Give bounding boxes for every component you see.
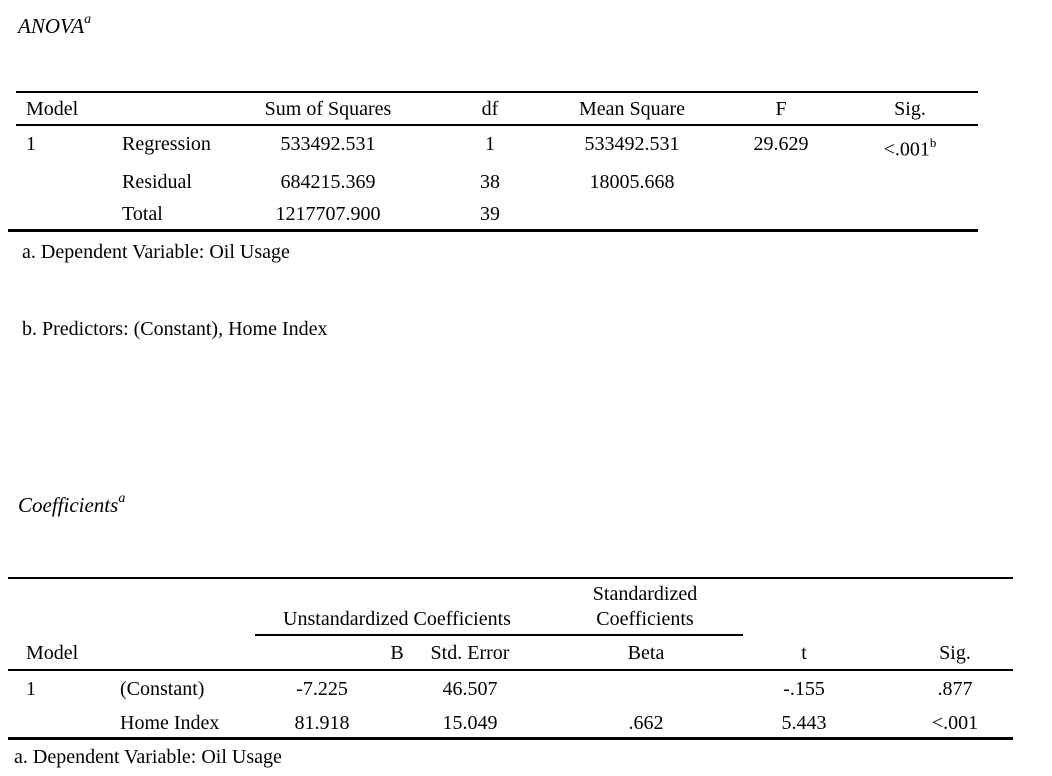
coefficients-group-standardized-line1: Standardized: [592, 583, 698, 605]
coefficients-model-number: 1: [26, 678, 36, 700]
coefficients-header-sig: Sig.: [939, 642, 971, 664]
coefficients-std-error-value: 46.507: [442, 678, 498, 700]
coefficients-header-model: Model: [26, 642, 79, 664]
coefficients-header-b: B: [390, 642, 404, 664]
anova-title: ANOVAa: [18, 12, 92, 39]
coefficients-footnote-a: a. Dependent Variable: Oil Usage: [14, 746, 282, 768]
anova-header-df: df: [481, 98, 499, 120]
anova-sum-of-squares-value: 684215.369: [280, 171, 376, 193]
anova-row-total: Total 1217707.900 39: [0, 201, 1052, 227]
anova-title-superscript: a: [84, 12, 92, 27]
coefficients-group-standardized-line2: Coefficients: [596, 608, 694, 630]
coefficients-group-header-row-2: Unstandardized Coefficients Coefficients: [0, 606, 1052, 632]
anova-title-text: ANOVA: [18, 14, 85, 38]
coefficients-header-separator: [8, 669, 1013, 671]
coefficients-group-unstandardized: Unstandardized Coefficients: [283, 608, 511, 630]
coefficients-header-beta: Beta: [627, 642, 665, 664]
anova-header-f: F: [775, 98, 787, 120]
anova-header-separator: [16, 124, 978, 126]
coefficients-table-top-border: [8, 577, 1013, 579]
anova-footnote-a: a. Dependent Variable: Oil Usage: [22, 241, 290, 263]
anova-table-top-border: [16, 91, 978, 93]
coefficients-b-value: -7.225: [296, 678, 348, 700]
anova-model-number: 1: [26, 133, 36, 155]
anova-sum-of-squares-value: 1217707.900: [275, 203, 381, 225]
anova-row-label: Total: [122, 203, 163, 225]
anova-header-mean-square: Mean Square: [578, 98, 686, 120]
anova-df-value: 1: [485, 133, 495, 155]
anova-mean-square-value: 533492.531: [584, 133, 680, 155]
anova-sig-text: <.001: [883, 138, 930, 161]
coefficients-title-text: Coefficients: [18, 493, 119, 517]
coefficients-table-bottom-border: [8, 737, 1013, 740]
anova-row-regression: 1 Regression 533492.531 1 533492.531 29.…: [0, 131, 1052, 161]
coefficients-header-row: Model B Std. Error Beta t Sig.: [0, 640, 1052, 666]
anova-mean-square-value: 18005.668: [589, 171, 675, 193]
anova-df-value: 39: [480, 203, 500, 225]
coefficients-row-home-index: Home Index 81.918 15.049 .662 5.443 <.00…: [0, 710, 1052, 736]
anova-header-sum-of-squares: Sum of Squares: [264, 98, 392, 120]
anova-row-label: Regression: [122, 133, 211, 155]
coefficients-title: Coefficientsa: [18, 491, 126, 518]
anova-footnote-b: b. Predictors: (Constant), Home Index: [22, 318, 328, 340]
coefficients-sig-value: .877: [937, 678, 973, 700]
anova-header-model: Model: [26, 98, 79, 120]
anova-table-bottom-border: [8, 229, 978, 232]
coefficients-beta-value: .662: [628, 712, 664, 734]
anova-row-residual: Residual 684215.369 38 18005.668: [0, 169, 1052, 195]
coefficients-title-superscript: a: [118, 491, 126, 506]
coefficients-t-value: 5.443: [781, 712, 827, 734]
coefficients-row-label: Home Index: [120, 712, 220, 734]
anova-df-value: 38: [480, 171, 500, 193]
anova-header-sig: Sig.: [894, 98, 926, 120]
anova-sig-value: <.001b: [855, 131, 965, 163]
coefficients-sig-value: <.001: [931, 712, 979, 734]
anova-row-label: Residual: [122, 171, 192, 193]
coefficients-std-error-value: 15.049: [442, 712, 498, 734]
coefficients-b-value: 81.918: [294, 712, 350, 734]
coefficients-group-underline: [255, 634, 743, 636]
coefficients-header-t: t: [801, 642, 807, 664]
anova-f-value: 29.629: [753, 133, 809, 155]
coefficients-t-value: -.155: [783, 678, 825, 700]
coefficients-row-constant: 1 (Constant) -7.225 46.507 -.155 .877: [0, 676, 1052, 702]
anova-sig-superscript: b: [929, 135, 937, 150]
anova-sum-of-squares-value: 533492.531: [280, 133, 376, 155]
coefficients-header-std-error: Std. Error: [430, 642, 510, 664]
coefficients-row-label: (Constant): [120, 678, 205, 700]
anova-header-row: Model Sum of Squares df Mean Square F Si…: [0, 96, 1052, 122]
coefficients-group-header-row-1: Standardized: [0, 581, 1052, 607]
